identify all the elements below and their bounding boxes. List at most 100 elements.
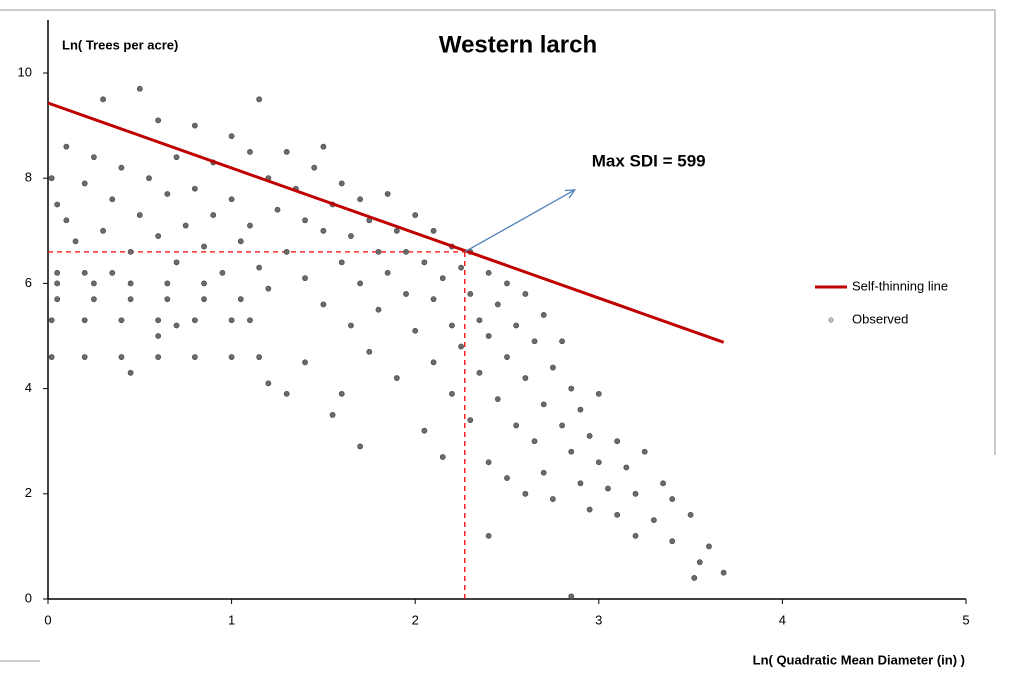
point	[91, 154, 97, 161]
point	[127, 296, 134, 303]
chart-title: Western larch	[439, 31, 597, 58]
point	[650, 517, 657, 523]
point	[338, 180, 345, 187]
point	[540, 469, 547, 476]
point	[476, 317, 483, 324]
point	[54, 201, 61, 208]
y-tick-label: 10	[18, 64, 32, 79]
point	[72, 238, 79, 245]
point	[91, 296, 97, 303]
x-tick-label: 2	[412, 612, 419, 627]
point	[54, 296, 61, 303]
point	[605, 485, 611, 492]
point	[720, 569, 727, 576]
point	[348, 322, 354, 329]
point	[81, 354, 88, 360]
point	[559, 422, 565, 429]
y-tick-label: 2	[25, 485, 32, 500]
point	[366, 348, 373, 355]
point	[146, 175, 152, 182]
point	[696, 559, 703, 566]
point	[357, 280, 364, 287]
point	[467, 417, 474, 424]
point	[127, 280, 134, 287]
legend-label: Observed	[852, 311, 908, 326]
point	[504, 280, 510, 287]
point	[338, 259, 345, 266]
annotation-arrowhead	[564, 189, 577, 199]
point	[458, 343, 464, 350]
point	[522, 490, 529, 497]
point	[586, 433, 593, 439]
point	[109, 269, 116, 276]
x-tick-label: 1	[228, 612, 235, 627]
x-tick-label: 3	[595, 612, 602, 627]
x-tick-label: 5	[962, 612, 969, 627]
point	[375, 306, 382, 313]
point	[504, 354, 510, 360]
y-tick-label: 8	[25, 170, 32, 185]
annotation-arrow	[464, 189, 576, 253]
point	[256, 264, 263, 271]
point	[302, 275, 308, 282]
point	[550, 496, 556, 502]
point	[485, 532, 492, 539]
point	[706, 543, 712, 550]
point	[54, 280, 61, 287]
point	[384, 269, 391, 276]
point	[48, 175, 55, 182]
point	[531, 438, 538, 445]
point	[669, 538, 676, 545]
point	[393, 227, 400, 234]
point	[513, 422, 520, 429]
point	[54, 269, 61, 276]
y-tick-label: 6	[25, 275, 32, 290]
point	[430, 359, 437, 366]
point	[173, 259, 180, 266]
point	[485, 459, 492, 466]
point	[412, 327, 419, 334]
point	[127, 369, 134, 376]
point	[173, 154, 180, 161]
point	[430, 227, 437, 234]
point	[320, 227, 327, 234]
point	[219, 269, 226, 276]
point	[191, 122, 198, 129]
point	[384, 191, 391, 197]
point	[439, 454, 446, 460]
point	[164, 280, 171, 287]
point	[393, 375, 400, 381]
point	[494, 396, 501, 403]
point	[81, 180, 88, 187]
point	[247, 222, 253, 229]
point	[256, 96, 263, 103]
point	[320, 143, 327, 150]
point	[228, 317, 235, 324]
point	[283, 390, 290, 397]
point	[559, 338, 565, 345]
point	[329, 411, 336, 418]
point	[100, 227, 106, 234]
point	[338, 390, 345, 397]
point	[265, 285, 272, 292]
point	[485, 333, 492, 339]
point	[691, 575, 698, 581]
point	[504, 475, 510, 481]
point	[191, 185, 198, 192]
point	[182, 222, 189, 229]
point	[577, 406, 584, 413]
point	[421, 259, 428, 266]
point	[48, 317, 55, 324]
x-tick-label: 4	[779, 612, 786, 627]
point	[669, 496, 676, 502]
point	[201, 243, 207, 250]
point	[632, 490, 639, 497]
point	[283, 148, 290, 155]
point	[191, 354, 198, 360]
point	[228, 196, 235, 203]
point	[375, 248, 382, 255]
annotation: Max SDI = 599	[592, 151, 706, 170]
point	[81, 317, 88, 324]
point	[614, 511, 621, 518]
